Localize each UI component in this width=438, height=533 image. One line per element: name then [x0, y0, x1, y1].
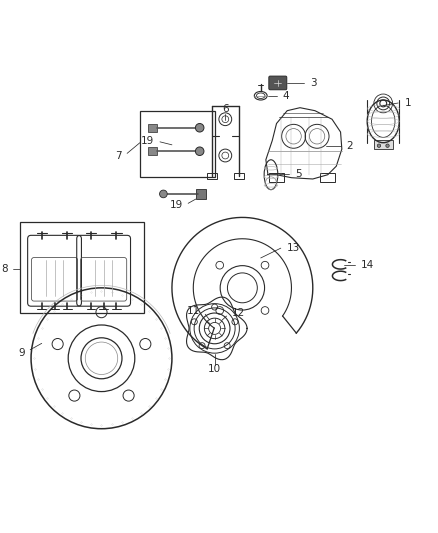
Text: 3: 3 [310, 78, 316, 88]
Text: 6: 6 [222, 103, 229, 114]
Text: 1: 1 [405, 98, 411, 108]
Bar [320, 173, 336, 182]
Circle shape [377, 144, 381, 148]
Text: 5: 5 [295, 169, 301, 179]
Bar [206, 173, 217, 179]
Text: 11: 11 [187, 306, 201, 316]
Text: 9: 9 [18, 348, 25, 358]
Circle shape [386, 144, 389, 148]
Bar [21, 222, 144, 313]
Bar [269, 173, 284, 182]
Circle shape [195, 124, 204, 132]
Text: 7: 7 [115, 151, 122, 161]
FancyBboxPatch shape [269, 76, 287, 90]
Bar [148, 124, 157, 132]
Text: 2: 2 [346, 141, 353, 151]
Text: 4: 4 [282, 91, 289, 101]
Text: 12: 12 [232, 309, 245, 318]
Text: 14: 14 [360, 260, 374, 270]
Bar [140, 111, 215, 177]
Text: 13: 13 [286, 243, 300, 253]
Text: 8: 8 [1, 264, 7, 273]
Bar [234, 173, 244, 179]
Bar [148, 148, 157, 155]
Text: 19: 19 [170, 200, 183, 211]
Bar [374, 140, 392, 149]
Bar [196, 189, 206, 199]
Text: 10: 10 [208, 364, 221, 374]
Text: 19: 19 [141, 135, 154, 146]
Circle shape [159, 190, 167, 198]
Circle shape [195, 147, 204, 156]
